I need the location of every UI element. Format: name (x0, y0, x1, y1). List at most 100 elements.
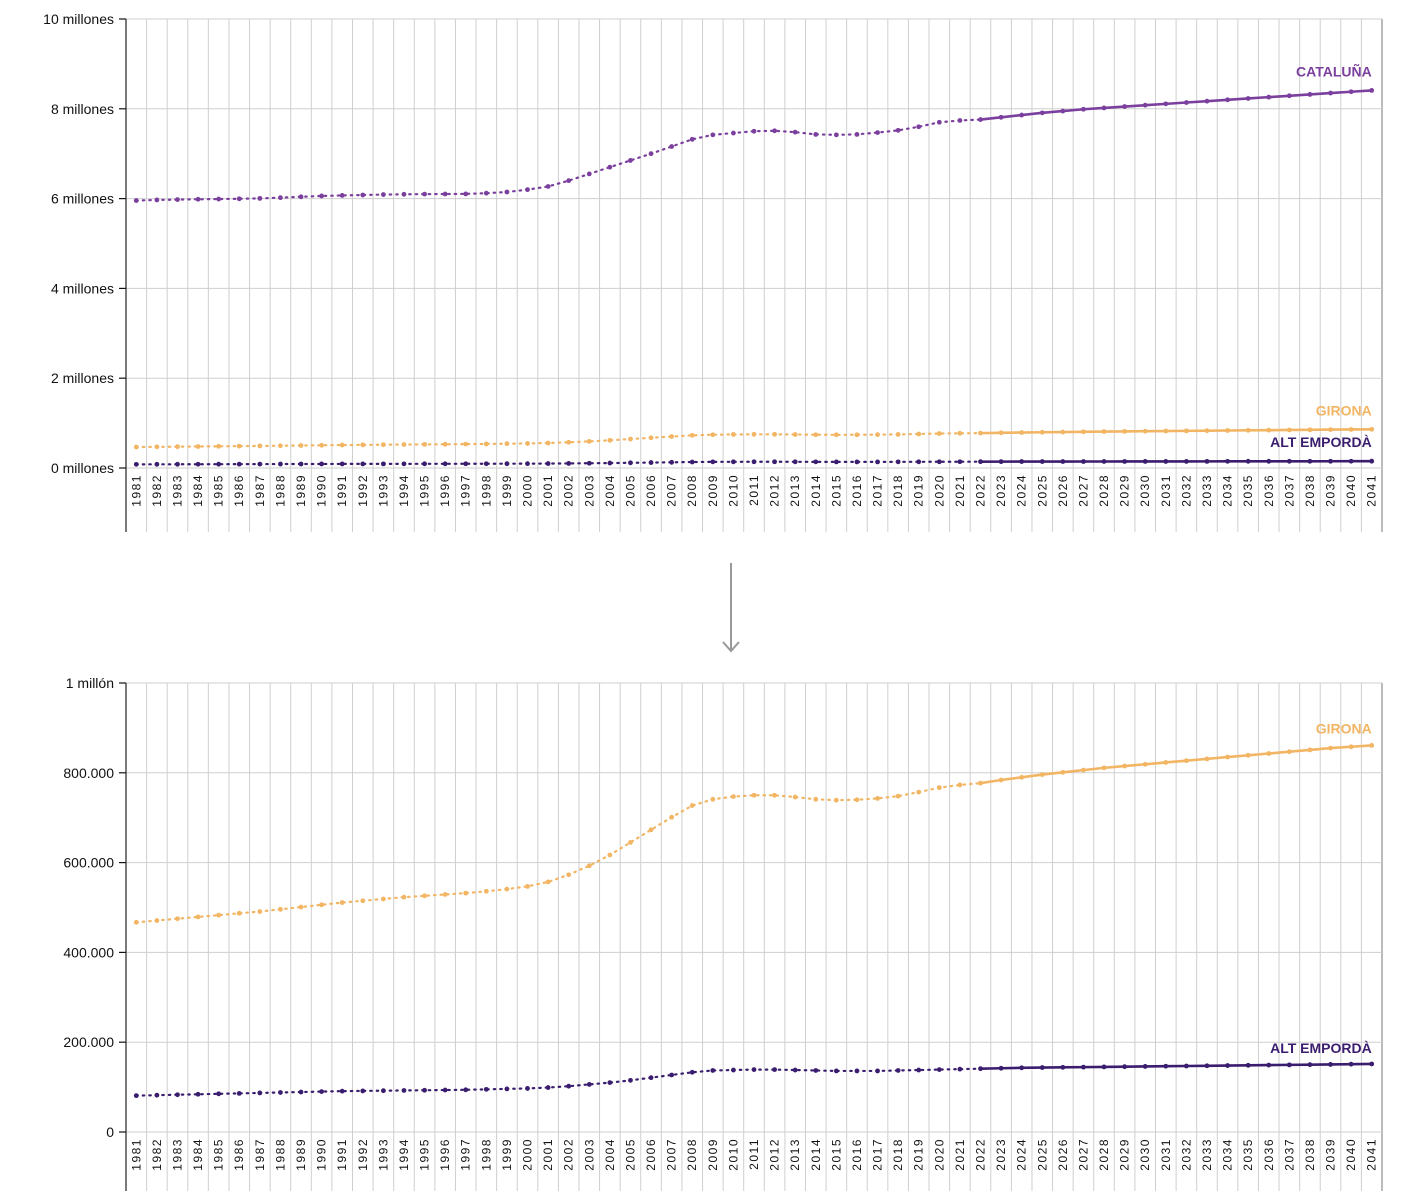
x-tick-label: 2002 (562, 474, 576, 507)
data-point (133, 461, 139, 467)
data-point (339, 461, 345, 467)
data-point (854, 459, 860, 465)
data-point (380, 442, 386, 448)
x-tick-label: 2035 (1241, 474, 1255, 507)
x-tick-label: 1990 (315, 1138, 329, 1171)
x-tick-label: 1995 (418, 474, 432, 507)
data-point (566, 439, 572, 445)
x-tick-label: 2038 (1303, 474, 1317, 507)
data-point (175, 197, 180, 202)
x-tick-label: 2038 (1303, 1138, 1317, 1171)
data-point (1163, 1063, 1169, 1069)
data-point (751, 1067, 757, 1072)
series-line-projection (980, 1062, 1372, 1070)
data-point (751, 792, 757, 798)
x-tick-label: 2037 (1282, 474, 1296, 507)
y-tick-label: 0 millones (51, 460, 114, 476)
x-tick-label: 2014 (809, 474, 823, 507)
x-tick-label: 2000 (521, 1138, 535, 1171)
x-tick-label: 2022 (973, 474, 987, 507)
x-tick-label: 2021 (953, 1138, 967, 1171)
data-point (195, 444, 201, 449)
data-point (545, 184, 551, 189)
data-point (380, 896, 386, 902)
data-point (1369, 458, 1375, 464)
x-tick-label: 2006 (644, 474, 658, 507)
data-point (236, 461, 242, 467)
data-point (483, 888, 489, 894)
x-tick-label: 1986 (232, 1138, 246, 1171)
data-point (422, 1087, 427, 1093)
data-point (772, 431, 777, 437)
data-point (1369, 87, 1375, 93)
data-point (236, 196, 242, 202)
x-tick-label: 1983 (170, 474, 184, 507)
data-point (1101, 459, 1107, 464)
data-point (1163, 428, 1169, 434)
data-point (1225, 458, 1230, 464)
data-point (648, 1075, 654, 1081)
data-point (998, 1065, 1004, 1071)
data-point (916, 789, 922, 795)
x-tick-label: 2003 (582, 474, 596, 507)
data-point (1369, 1061, 1375, 1067)
data-point (463, 461, 469, 467)
x-axis: 1981 1982 1983 1984 1985 1986 1987 1988 1989 1990… (129, 1138, 1378, 1171)
series-alt-empord-: ALT EMPORDÀ (133, 1040, 1375, 1099)
data-point (854, 797, 860, 803)
data-point (154, 461, 160, 467)
x-tick-label: 2000 (521, 474, 535, 507)
x-tick-label: 2015 (829, 474, 843, 507)
x-tick-label: 2005 (623, 1138, 637, 1171)
data-point (401, 461, 407, 467)
x-tick-label: 2016 (850, 1138, 864, 1171)
data-point (422, 191, 427, 197)
data-point (669, 434, 675, 439)
vertical-gridlines (146, 19, 1383, 532)
data-point (1266, 458, 1272, 464)
x-tick-label: 1991 (335, 474, 349, 507)
data-point (195, 1091, 201, 1097)
data-point (195, 914, 201, 920)
data-point (1245, 96, 1251, 101)
y-axis: 0 200.000 400.000 600.000 800.000 1 millón (63, 675, 1382, 1140)
data-point (957, 782, 963, 788)
data-point (175, 916, 180, 922)
x-tick-label: 2004 (603, 474, 617, 507)
x-tick-label: 1988 (273, 474, 287, 507)
data-point (566, 1083, 572, 1089)
data-point (319, 1089, 325, 1094)
data-point (813, 1068, 819, 1073)
data-point (1204, 1063, 1210, 1069)
data-point (1163, 101, 1169, 107)
x-tick-label: 2033 (1200, 474, 1214, 507)
data-point (339, 193, 345, 198)
data-point (833, 459, 839, 465)
series-line-projection (980, 428, 1372, 435)
data-point (566, 461, 572, 466)
data-point (854, 432, 860, 438)
data-point (1019, 430, 1025, 435)
data-point (1081, 429, 1086, 435)
data-point (751, 128, 757, 134)
data-point (422, 461, 427, 467)
data-point (1060, 108, 1066, 114)
data-point (1183, 758, 1189, 764)
series-line-projection (980, 89, 1372, 121)
data-point (669, 1072, 675, 1078)
data-point (792, 459, 798, 465)
data-point (216, 912, 222, 918)
data-point (1307, 458, 1313, 464)
x-tick-label: 1984 (191, 1138, 205, 1171)
data-point (1142, 459, 1148, 464)
vertical-gridlines (146, 683, 1383, 1191)
x-tick-label: 2015 (829, 1138, 843, 1171)
x-tick-label: 1990 (315, 474, 329, 507)
data-point (833, 432, 839, 438)
data-point (442, 892, 448, 897)
data-point (360, 442, 366, 448)
data-point (257, 443, 263, 449)
data-point (833, 797, 839, 803)
data-point (1019, 1065, 1025, 1071)
data-point (689, 1069, 695, 1075)
